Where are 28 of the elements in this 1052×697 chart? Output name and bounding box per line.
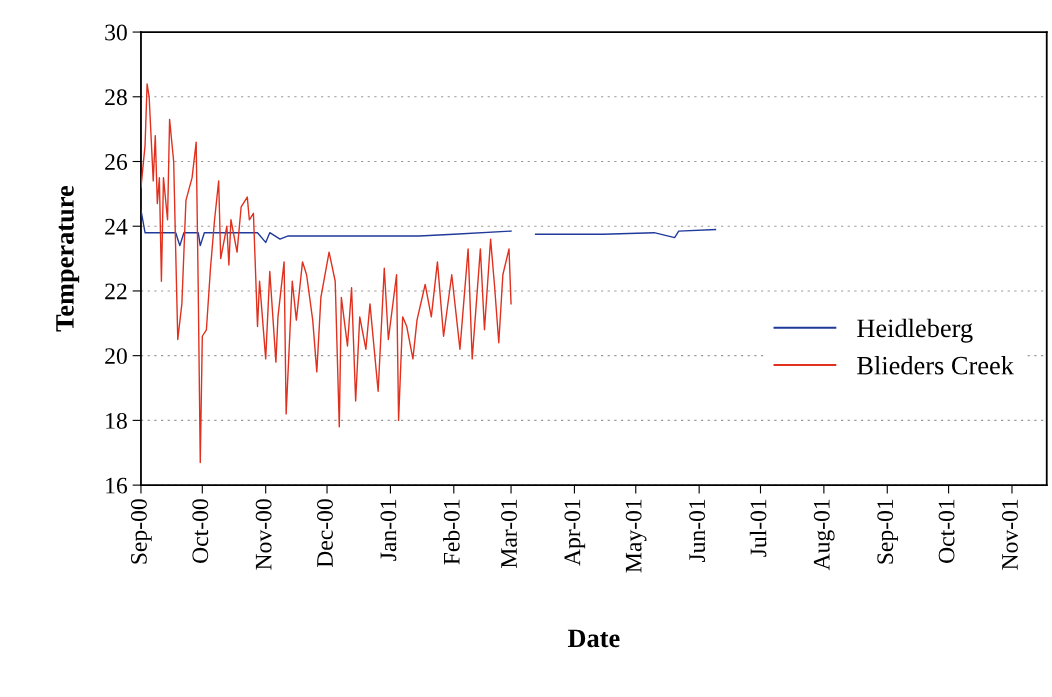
x-tick-label: Aug-01 (813, 499, 835, 571)
x-tick-label: Sep-00 (130, 499, 152, 564)
y-tick-label: 18 (106, 412, 127, 429)
y-tick-label: 20 (105, 348, 127, 365)
x-tick-label: Feb-01 (443, 499, 460, 565)
y-tick-label: 26 (105, 154, 128, 170)
y-tick-label: 22 (105, 283, 127, 300)
x-axis-title: Date (567, 629, 620, 648)
x-tick-label: Jun-01 (689, 499, 706, 563)
x-tick-label: Oct-00 (192, 499, 209, 563)
x-tick-label: Nov-01 (1001, 499, 1018, 570)
legend-label: Heidleberg (857, 318, 973, 343)
x-tick-label: Nov-00 (255, 499, 272, 570)
x-tick-label: Mar-01 (501, 499, 517, 568)
line-series (140, 83, 512, 464)
legend-label: Blieders Creek (857, 355, 1014, 375)
y-axis-title: Temperature (56, 185, 80, 332)
x-tick-label: Sep-01 (877, 499, 898, 564)
x-tick-label: Jul-01 (749, 499, 767, 557)
y-tick-label: 24 (105, 218, 128, 235)
y-tick-label: 30 (105, 24, 127, 41)
x-tick-label: Dec-00 (317, 499, 333, 568)
y-tick-label: 16 (106, 477, 128, 494)
x-tick-label: Oct-01 (938, 499, 955, 563)
x-tick-label: May-01 (625, 499, 647, 573)
x-tick-label: Jan-01 (380, 499, 397, 561)
y-tick-label: 28 (105, 89, 127, 106)
x-tick-label: Apr-01 (564, 499, 586, 566)
